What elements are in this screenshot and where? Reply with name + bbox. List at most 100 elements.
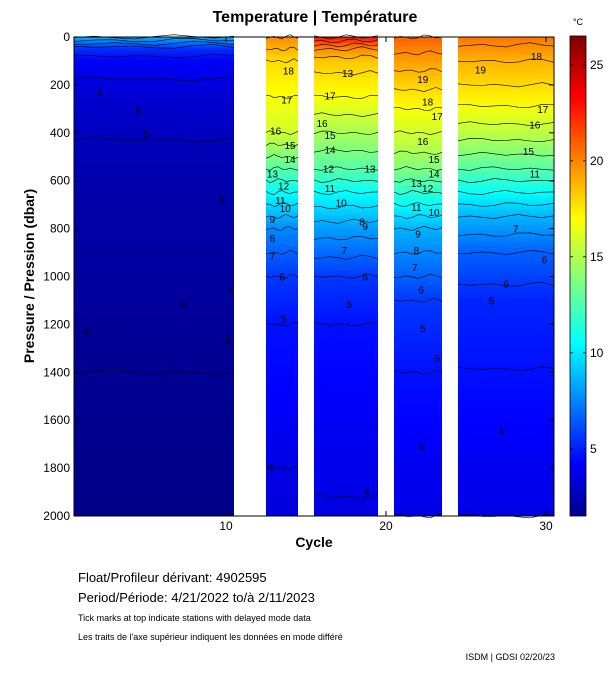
contour-line bbox=[457, 137, 555, 143]
contour-label: 6 bbox=[418, 286, 424, 297]
contour-label: 4 bbox=[498, 426, 504, 437]
contour-line bbox=[457, 232, 555, 237]
contour-label: 19 bbox=[475, 65, 487, 76]
contour-line bbox=[393, 178, 443, 183]
colorbar-tick-label: 10 bbox=[590, 346, 604, 360]
contour-line bbox=[313, 130, 379, 135]
contour-line bbox=[73, 369, 235, 375]
period-row: Period/Période: 4/21/2022 to/à 2/11/2023 bbox=[78, 590, 315, 605]
contour-label: 12 bbox=[323, 165, 335, 176]
contour-line bbox=[393, 166, 443, 171]
contour-line bbox=[313, 494, 379, 500]
y-tick-label: 1200 bbox=[43, 317, 70, 331]
contour-label: 5 bbox=[97, 88, 103, 99]
contour-line bbox=[313, 148, 379, 153]
contour-label: 14 bbox=[284, 155, 296, 166]
contour-line bbox=[393, 50, 443, 56]
y-tick-label: 1600 bbox=[43, 413, 70, 427]
contour-line bbox=[313, 254, 379, 260]
contour-line bbox=[457, 178, 555, 184]
contour-label: 6 bbox=[503, 280, 509, 291]
contour-label: 5 bbox=[281, 314, 287, 325]
contour-label: 7 bbox=[270, 252, 276, 263]
float-info: Float/Profileur dérivant: 4902595 bbox=[78, 570, 267, 585]
contour-label: 5 bbox=[143, 130, 149, 141]
contour-label: 4 bbox=[364, 487, 370, 498]
contour-label: 14 bbox=[428, 170, 440, 181]
contour-label: 19 bbox=[417, 75, 429, 86]
contour-label: 6 bbox=[542, 256, 548, 267]
contour-line bbox=[393, 107, 443, 111]
contour-label: 4 bbox=[228, 284, 234, 295]
heatmap-section bbox=[74, 37, 234, 516]
contour-line bbox=[265, 249, 299, 255]
contour-label: 16 bbox=[529, 120, 541, 131]
contour-line bbox=[457, 151, 555, 157]
colorbar: 5 10 15 20 25 bbox=[569, 35, 604, 517]
contour-label: 18 bbox=[422, 98, 434, 109]
contour-label: 13 bbox=[364, 165, 376, 176]
contour-line bbox=[313, 166, 379, 171]
y-tick-label: 1000 bbox=[43, 270, 70, 284]
float-id-row: Float/Profileur dérivant: 4902595 bbox=[78, 570, 267, 585]
contour-line bbox=[313, 112, 379, 118]
contour-label: 4 bbox=[84, 326, 90, 337]
contour-line bbox=[457, 58, 555, 64]
y-tick-label: 200 bbox=[50, 78, 70, 92]
contour-line bbox=[457, 82, 555, 88]
contour-label: 16 bbox=[270, 126, 282, 137]
colorbar-tick-label: 20 bbox=[590, 154, 604, 168]
contour-line bbox=[73, 44, 235, 49]
contour-line bbox=[265, 274, 299, 279]
contour-label: 5 bbox=[346, 300, 352, 311]
contour-line bbox=[313, 95, 379, 99]
contour-line bbox=[457, 104, 555, 108]
colorbar-unit: °C bbox=[573, 17, 584, 27]
contour-label: 13 bbox=[411, 179, 423, 190]
period-label: Period/Période: bbox=[78, 590, 168, 605]
x-axis-label: Cycle bbox=[295, 534, 333, 550]
colorbar-tick-label: 5 bbox=[590, 442, 597, 456]
contour-line bbox=[313, 46, 379, 52]
contour-line bbox=[457, 166, 555, 171]
contour-line bbox=[393, 150, 443, 155]
contour-line bbox=[313, 274, 379, 279]
note-french: Les traits de l'axe supérieur indiquent … bbox=[78, 632, 343, 642]
contour-line bbox=[265, 154, 299, 159]
contour-label: 5 bbox=[434, 354, 440, 365]
contour-label: 7 bbox=[513, 225, 519, 236]
contour-line bbox=[393, 68, 443, 73]
contour-line bbox=[393, 202, 443, 207]
contour-line bbox=[73, 76, 235, 82]
y-axis-label: Pressure / Pression (dbar) bbox=[21, 189, 37, 363]
contour-label: 13 bbox=[342, 69, 354, 80]
contour-label: 8 bbox=[359, 217, 365, 228]
heatmap-section bbox=[458, 37, 554, 516]
contour-line bbox=[393, 250, 443, 255]
contour-line bbox=[73, 38, 235, 43]
contour-line bbox=[265, 466, 299, 471]
contour-line bbox=[73, 40, 235, 46]
contour-line bbox=[265, 142, 299, 147]
contour-line bbox=[457, 42, 555, 48]
contour-line bbox=[313, 236, 379, 241]
heatmap-section bbox=[266, 37, 298, 516]
x-tick-label: 30 bbox=[539, 519, 553, 533]
contour-label: 17 bbox=[324, 92, 336, 103]
contour-line bbox=[265, 226, 299, 231]
y-tick-label: 2000 bbox=[43, 509, 70, 523]
contour-label: 11 bbox=[325, 184, 336, 195]
contour-line bbox=[313, 321, 379, 327]
contour-label: 15 bbox=[523, 147, 535, 158]
contour-label: 10 bbox=[280, 204, 292, 215]
contour-label: 4 bbox=[180, 300, 186, 311]
contour-line bbox=[313, 54, 379, 60]
contour-line bbox=[457, 202, 555, 207]
contour-label: 5 bbox=[420, 324, 426, 335]
credit-text: ISDM | GDSI 02/20/23 bbox=[465, 652, 555, 662]
chart-title: Temperature | Température bbox=[213, 9, 418, 26]
contour-label: 18 bbox=[283, 67, 295, 78]
contour-line bbox=[393, 369, 443, 375]
contour-label: 15 bbox=[324, 131, 336, 142]
